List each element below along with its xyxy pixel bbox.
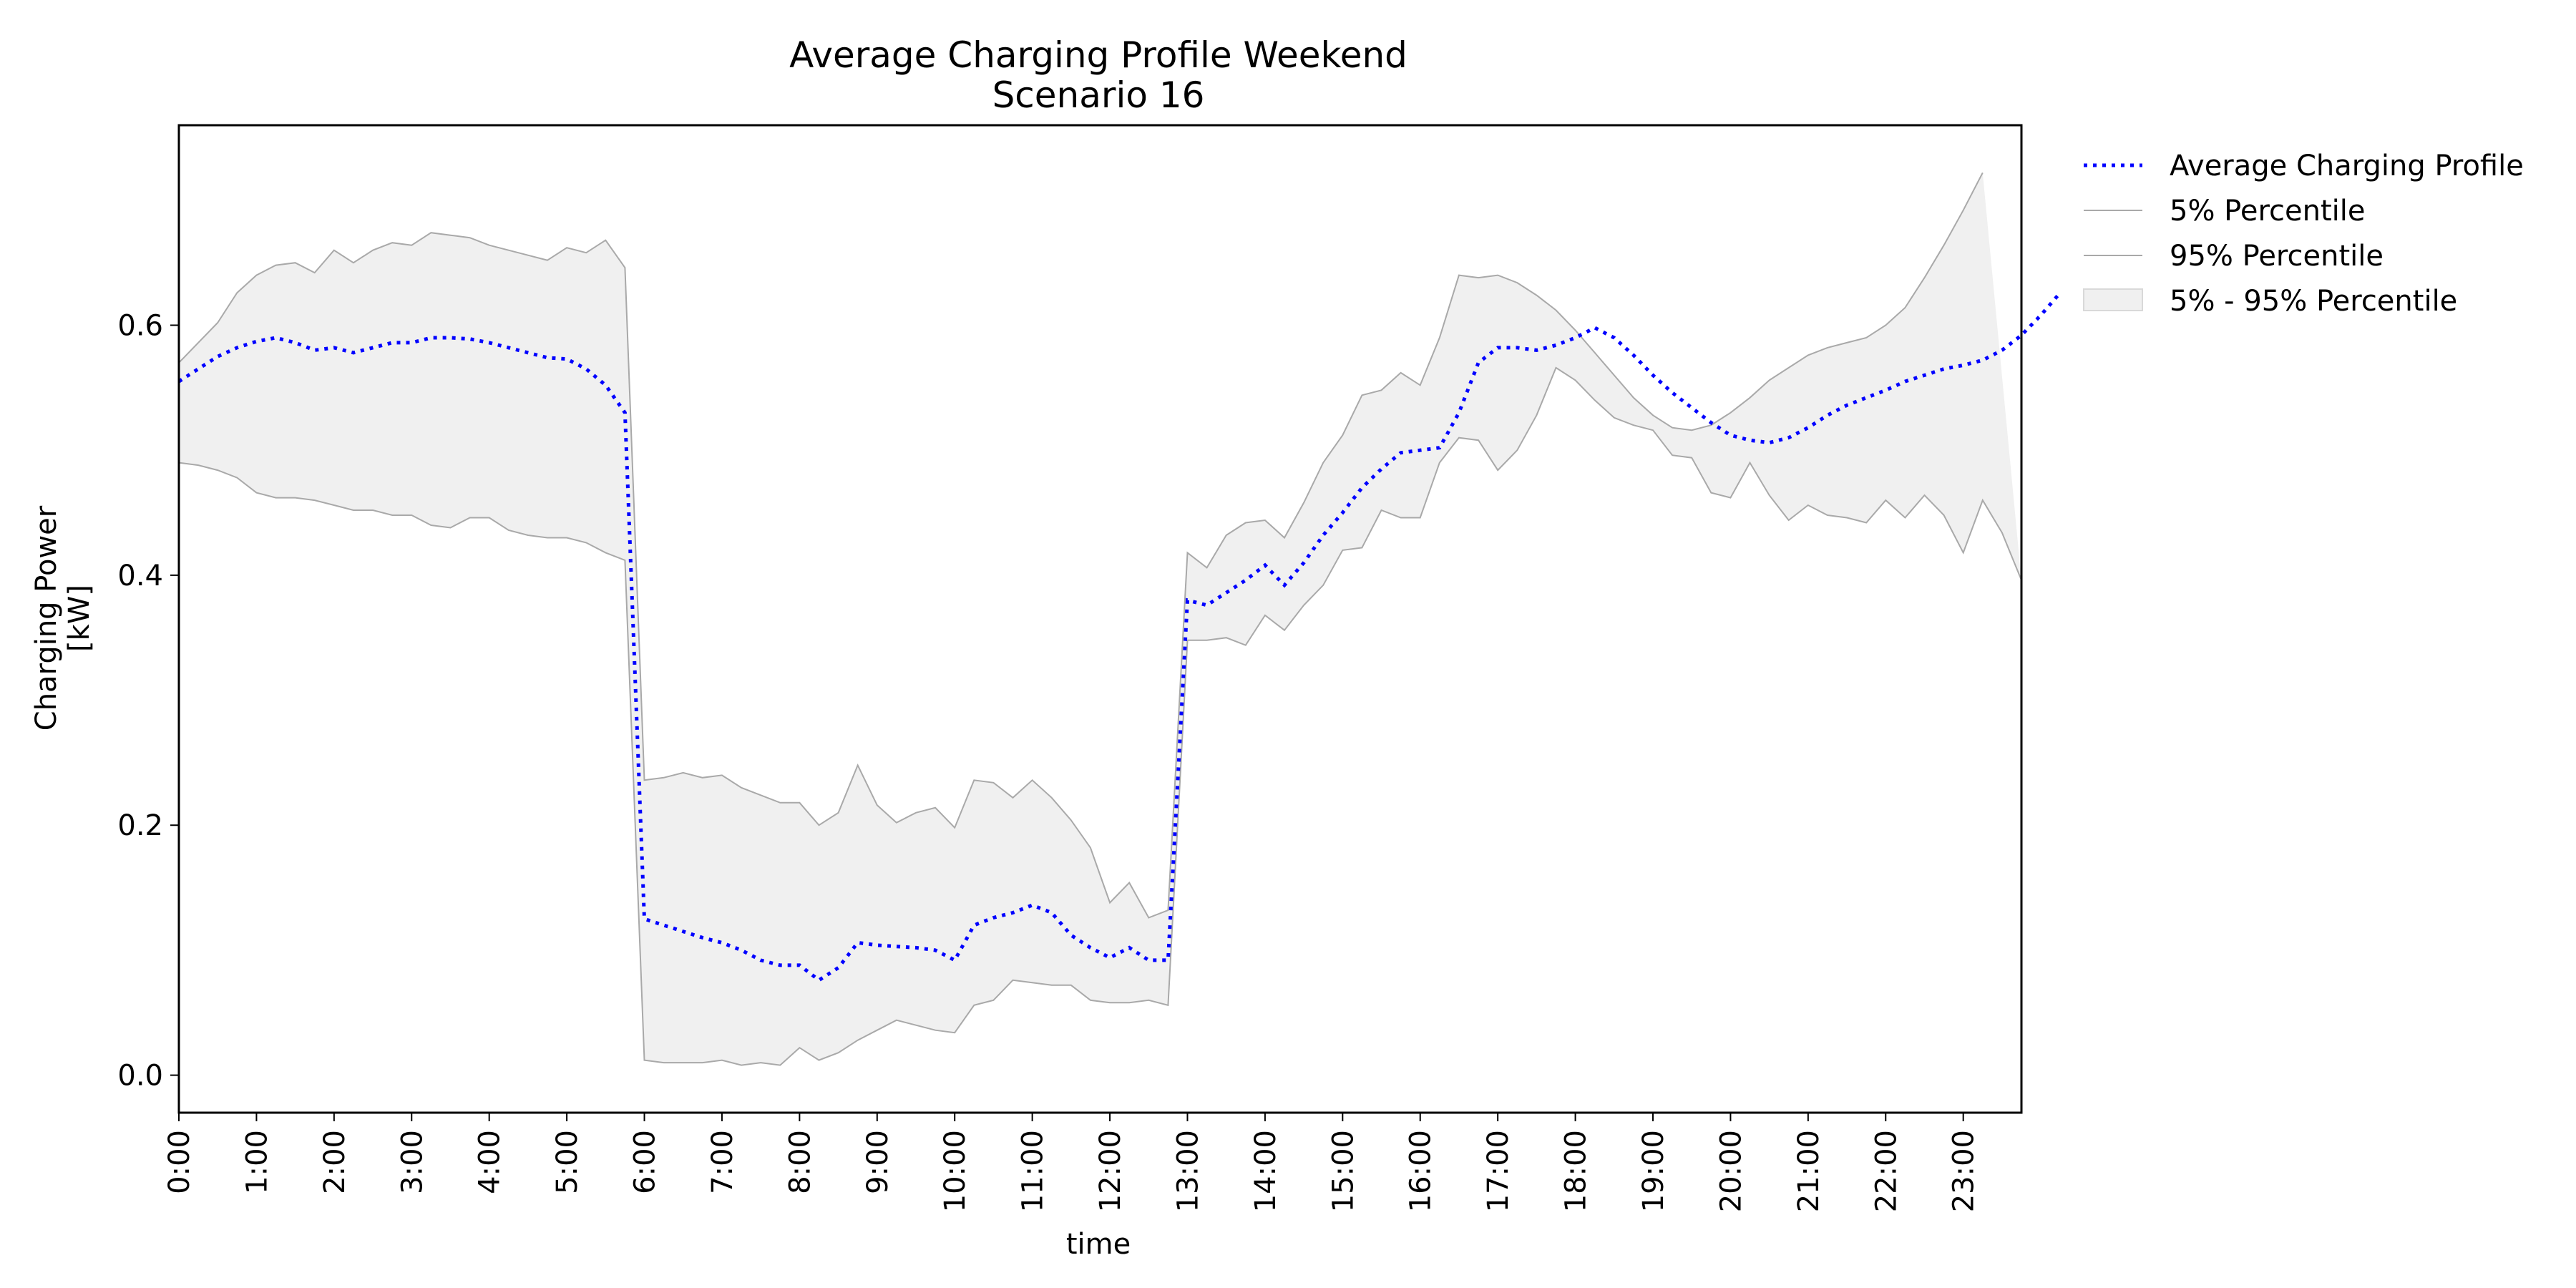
y-tick-label: 0.0 <box>117 1060 163 1093</box>
legend-label-average: Average Charging Profile <box>2170 150 2524 182</box>
x-tick-label: 2:00 <box>318 1130 351 1194</box>
x-tick-label: 19:00 <box>1637 1130 1670 1212</box>
x-tick-label: 16:00 <box>1405 1130 1438 1212</box>
x-tick-label: 8:00 <box>784 1130 816 1194</box>
x-tick-label: 18:00 <box>1560 1130 1593 1212</box>
x-tick-label: 14:00 <box>1249 1130 1282 1212</box>
legend-label-band: 5% - 95% Percentile <box>2170 285 2457 318</box>
percentile-band <box>179 172 2021 1065</box>
x-axis-label: time <box>1066 1228 1131 1261</box>
x-tick-label: 4:00 <box>474 1130 507 1194</box>
x-tick-label: 22:00 <box>1870 1130 1903 1212</box>
y-tick-label: 0.4 <box>117 560 163 592</box>
chart-subtitle: Scenario 16 <box>992 74 1205 116</box>
plot-frame <box>177 124 2023 1114</box>
x-tick-label: 12:00 <box>1094 1130 1127 1212</box>
chart-title: Average Charging Profile Weekend <box>789 34 1407 76</box>
plot-area <box>177 172 2062 1066</box>
x-tick-label: 7:00 <box>706 1130 739 1194</box>
percentile-95-line <box>178 172 1984 919</box>
x-tick-label: 0:00 <box>163 1130 196 1194</box>
x-tick-label: 23:00 <box>1948 1130 1981 1212</box>
y-axis: 0.0 0.2 0.4 0.6 <box>117 309 179 1093</box>
x-tick-label: 21:00 <box>1792 1130 1825 1212</box>
x-tick-label: 13:00 <box>1171 1130 1204 1212</box>
legend-swatch-band <box>2083 288 2143 311</box>
x-tick-label: 20:00 <box>1714 1130 1747 1212</box>
x-tick-label: 3:00 <box>396 1130 429 1194</box>
x-tick-label: 9:00 <box>862 1130 894 1194</box>
x-tick-label: 6:00 <box>629 1130 662 1194</box>
x-tick-label: 5:00 <box>551 1130 584 1194</box>
x-tick-label: 1:00 <box>240 1130 273 1194</box>
y-tick-label: 0.6 <box>117 309 163 342</box>
x-tick-label: 10:00 <box>939 1130 972 1212</box>
x-tick-label: 15:00 <box>1327 1130 1360 1212</box>
x-tick-label: 17:00 <box>1482 1130 1515 1212</box>
legend-label-p95: 95% Percentile <box>2170 240 2384 273</box>
y-axis-unit: [kW] <box>63 585 96 652</box>
x-axis: 0:00 1:00 2:00 3:00 4:00 5:00 6:00 7:00 8:00 9:00… <box>163 1113 1981 1212</box>
y-tick-label: 0.2 <box>117 809 163 842</box>
percentile-5-line <box>178 366 2022 1066</box>
x-tick-label: 11:00 <box>1017 1130 1050 1212</box>
legend: Average Charging Profile 5% Percentile 9… <box>2083 150 2524 318</box>
y-axis-label: Charging Power <box>30 505 63 731</box>
legend-label-p5: 5% Percentile <box>2170 195 2366 228</box>
